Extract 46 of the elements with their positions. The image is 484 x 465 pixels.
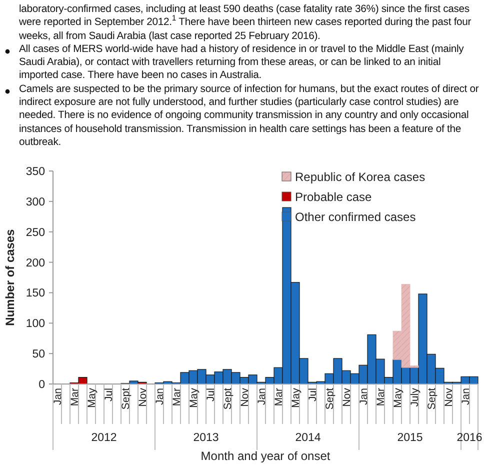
x-tick-label: Mar bbox=[272, 388, 285, 406]
legend-label: Republic of Korea cases bbox=[295, 170, 426, 184]
y-tick-label: 200 bbox=[26, 257, 45, 270]
y-tick-label: 300 bbox=[26, 196, 45, 208]
x-tick-label: Sept bbox=[426, 388, 438, 410]
text: Camels are suspected to be the primary source of infection for humans, but the exact routes of direct or indirect exposure are not fully understood, and further studies (particularly case control studies) are needed. There is no evidence of ongoing community transmission in any country and only occasional instances of household transmission. Transmission in health care settings has been a feature of the outbreak. bbox=[19, 84, 479, 148]
legend-label: Probable case bbox=[295, 190, 372, 204]
x-tick-label: Mar bbox=[68, 388, 81, 406]
y-tick-label: 100 bbox=[26, 318, 45, 330]
x-tick-label: Sept bbox=[120, 388, 132, 410]
x-tick-label: Jul bbox=[306, 388, 319, 402]
y-tick-label: 250 bbox=[26, 226, 45, 239]
x-tick-label: July bbox=[408, 387, 421, 407]
y-tick-label: 350 bbox=[26, 166, 45, 178]
x-tick-label: May bbox=[86, 387, 98, 408]
x-tick-label: Jan bbox=[256, 388, 268, 405]
x-tick-label: Sept bbox=[324, 388, 336, 410]
legend-label: Other confirmed cases bbox=[295, 210, 416, 224]
x-tick-label: Jul bbox=[102, 388, 115, 402]
x-tick-label: May bbox=[188, 387, 200, 408]
x-tick-label: Jul bbox=[204, 388, 217, 402]
text: 2016 bbox=[456, 432, 482, 444]
x-tick-label: Mar bbox=[170, 388, 183, 406]
x-tick-label: Jan bbox=[358, 388, 370, 405]
y-tick-label: 0 bbox=[38, 379, 45, 392]
x-tick-label: Mar bbox=[374, 388, 387, 406]
y-tick-label: 150 bbox=[26, 288, 45, 300]
text: laboratory-confirmed cases, including at least 590 deaths (case fatality rate 36%) since the first cases were reported in September 2012.$^{1}$ There have been thirteen new cases reported during the past four weeks, all from Saudi Arabia (last case reported 25 February 2016). bbox=[19, 4, 472, 42]
text: 2014 bbox=[295, 432, 322, 444]
x-tick-label: Jan bbox=[460, 388, 472, 405]
x-tick-label: Nov bbox=[442, 387, 455, 407]
x-tick-label: Sept bbox=[222, 388, 234, 410]
x-tick-label: Nov bbox=[136, 387, 149, 407]
x-tick-label: Jan bbox=[154, 388, 166, 405]
x-tick-label: Jan bbox=[52, 388, 64, 405]
y-tick-label: 50 bbox=[32, 348, 45, 361]
x-tick-label: May bbox=[290, 387, 302, 408]
text: 2013 bbox=[193, 432, 219, 444]
x-tick-label: Nov bbox=[340, 387, 353, 407]
x-tick-label: May bbox=[392, 387, 404, 408]
y-axis-title: Number of cases bbox=[3, 228, 17, 326]
x-axis-title: Month and year of onset bbox=[200, 449, 331, 463]
text: 2012 bbox=[91, 432, 117, 444]
text: All cases of MERS world-wide have had a history of residence in or travel to the Middle East (mainly Saudi Arabia), or contact with travellers returning from these areas, or can be linked to an initial imported case. There have been no cases in Australia. bbox=[19, 44, 464, 82]
text: 2015 bbox=[397, 432, 423, 444]
x-tick-label: Nov bbox=[238, 387, 251, 407]
